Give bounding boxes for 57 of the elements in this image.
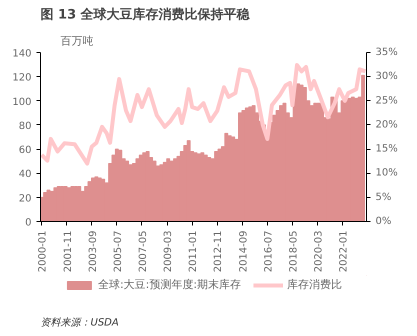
y2-tick-label: 5% [376, 192, 392, 203]
x-tick-label: 2011-01 [188, 230, 200, 272]
y-tick-label: 120 [12, 72, 32, 84]
bar [241, 110, 246, 222]
y2-tick-label: 30% [376, 71, 398, 82]
y2-tick-label: 10% [376, 168, 398, 179]
bar [302, 87, 307, 222]
y-tick-label: 60 [18, 145, 32, 156]
x-tick-label: 2022-01 [338, 230, 350, 272]
y2-tick-label: 0% [376, 216, 392, 227]
y-tick-label: 140 [12, 48, 32, 60]
text: 资料来源：USDA [40, 316, 119, 328]
bar [252, 105, 256, 222]
bar [350, 96, 355, 222]
x-tick-label: 2012-11 [213, 230, 224, 272]
bar [114, 148, 119, 222]
x-tick-label: 2014-09 [238, 230, 250, 272]
x-tick-label: 2005-07 [112, 230, 124, 272]
y-tick-label: 20 [18, 193, 32, 204]
x-tick-label: 2000-01 [38, 230, 49, 272]
y-tick-label: 100 [12, 96, 32, 108]
y-axis-title: 百万吨 [60, 34, 94, 48]
bar [118, 150, 122, 222]
bar [146, 150, 150, 222]
y2-tick-label: 35% [376, 47, 398, 58]
bar [142, 152, 146, 222]
x-tick-label: 2009-03 [163, 230, 174, 272]
x-tick-label: 2016-07 [263, 230, 274, 272]
bar [125, 160, 130, 222]
bar [204, 154, 208, 222]
y2-tick-label: 25% [376, 95, 398, 106]
y2-tick-label: 15% [376, 144, 398, 155]
bar [244, 108, 249, 222]
y-tick-label: 80 [18, 120, 32, 132]
x-tick-label: 2001-11 [62, 230, 74, 272]
y-tick-label: 0 [25, 218, 32, 228]
bar [200, 152, 204, 222]
bar [166, 158, 170, 222]
line-series [40, 63, 366, 166]
x-tick-label: 2020-03 [313, 230, 324, 272]
bar [135, 158, 140, 222]
bar [170, 160, 174, 222]
x-tick-label: 2007-05 [138, 230, 149, 272]
bar [231, 136, 236, 222]
bar [361, 74, 366, 222]
legend-label: 全球:大豆:预测年度:期末库存 [98, 277, 242, 292]
legend-label: 库存消费比 [287, 277, 342, 292]
bar [238, 112, 242, 222]
bar [316, 102, 321, 222]
y-tick-label: 40 [18, 169, 32, 180]
y2-tick-label: 20% [376, 119, 398, 130]
bar [101, 178, 106, 222]
bar [186, 140, 191, 222]
chart-title: 图 13 全球大豆库存消费比保持平稳 [40, 6, 251, 22]
x-tick-label: 2003-09 [88, 230, 99, 272]
x-tick-label: 2018-05 [288, 230, 300, 272]
bar [300, 84, 304, 222]
